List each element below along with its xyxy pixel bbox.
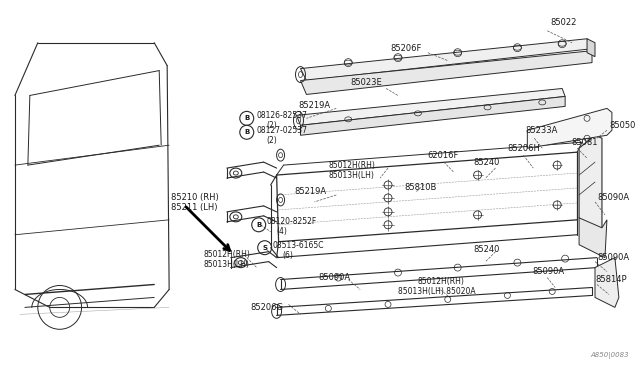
Text: 85211 (LH): 85211 (LH) — [171, 203, 218, 212]
Polygon shape — [579, 135, 602, 232]
Text: (2): (2) — [267, 136, 277, 145]
Text: (6): (6) — [283, 251, 294, 260]
Text: S: S — [262, 245, 267, 251]
Text: 85210 (RH): 85210 (RH) — [171, 193, 219, 202]
Text: 85206G: 85206G — [251, 303, 284, 312]
Text: 85081: 85081 — [571, 138, 598, 147]
Text: 85206F: 85206F — [390, 44, 421, 53]
Polygon shape — [301, 39, 592, 80]
Text: 85814P: 85814P — [595, 275, 627, 284]
Text: 85022: 85022 — [550, 18, 577, 27]
Text: 85810B: 85810B — [404, 183, 436, 192]
Text: 85013H(LH) 85020A: 85013H(LH) 85020A — [398, 287, 476, 296]
Text: 08513-6165C: 08513-6165C — [273, 241, 324, 250]
Text: 85012H(RH): 85012H(RH) — [204, 250, 251, 259]
Polygon shape — [587, 39, 595, 57]
Text: A850|0083: A850|0083 — [590, 352, 629, 359]
Text: B: B — [256, 222, 261, 228]
Polygon shape — [595, 258, 619, 307]
Polygon shape — [301, 96, 565, 135]
Text: 85206H: 85206H — [508, 144, 540, 153]
Text: 85090A: 85090A — [597, 193, 629, 202]
Text: 85013H(LH): 85013H(LH) — [328, 170, 374, 180]
Polygon shape — [301, 51, 592, 94]
Text: (4): (4) — [276, 227, 287, 236]
Text: (2): (2) — [267, 121, 277, 130]
Text: B: B — [244, 115, 250, 121]
Text: 08120-8252F: 08120-8252F — [267, 217, 317, 226]
Text: 85090A: 85090A — [597, 253, 629, 262]
Text: 85090A: 85090A — [318, 273, 351, 282]
Polygon shape — [527, 108, 612, 148]
Text: 85090A: 85090A — [532, 267, 564, 276]
Text: 85012H(RH): 85012H(RH) — [328, 161, 375, 170]
Polygon shape — [296, 89, 565, 125]
Text: 85219A: 85219A — [294, 187, 326, 196]
Text: B: B — [244, 129, 250, 135]
Text: 62016F: 62016F — [428, 151, 460, 160]
Text: 85050: 85050 — [609, 121, 636, 130]
Text: 08126-82537: 08126-82537 — [257, 111, 308, 120]
Text: 08127-02537: 08127-02537 — [257, 126, 308, 135]
Text: 85013H(LH): 85013H(LH) — [204, 260, 250, 269]
Text: 85012H(RH): 85012H(RH) — [418, 277, 465, 286]
Text: 85240: 85240 — [474, 245, 500, 254]
Text: 85240: 85240 — [474, 158, 500, 167]
Text: 85219A: 85219A — [298, 101, 331, 110]
Text: 85233A: 85233A — [525, 126, 557, 135]
Text: 85023E: 85023E — [350, 78, 382, 87]
Polygon shape — [579, 218, 607, 258]
